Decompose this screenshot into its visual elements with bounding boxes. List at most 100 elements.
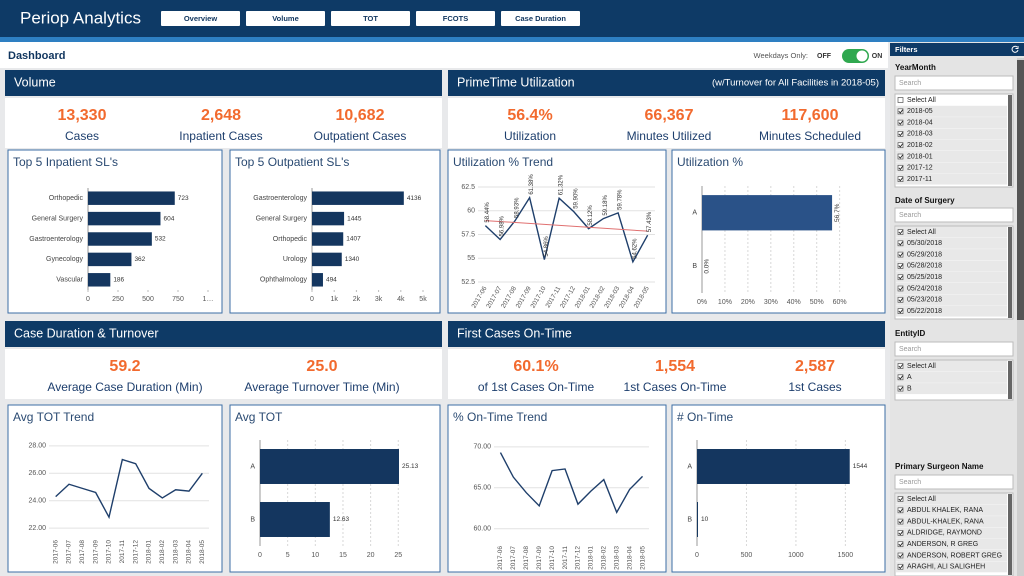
filter-scroll-thumb[interactable] (1017, 60, 1024, 320)
filter-item: A (907, 374, 912, 381)
checkbox[interactable] (897, 108, 904, 115)
nav-button[interactable] (246, 11, 325, 26)
checkbox[interactable] (897, 285, 904, 292)
kpi-value: 13,330 (58, 107, 107, 124)
checkmark (898, 531, 904, 536)
x-tick-label: 2018-05 (639, 546, 646, 570)
chart-title: # On-Time (677, 410, 734, 424)
checkbox[interactable] (897, 308, 904, 314)
row-highlight (896, 360, 1007, 372)
search-box[interactable] (894, 207, 1014, 223)
nav-button[interactable] (161, 11, 240, 26)
kpi-label: Inpatient Cases (179, 129, 262, 143)
checkbox[interactable] (897, 229, 904, 235)
checkbox[interactable] (897, 552, 904, 559)
value-label: 61.32% (559, 174, 565, 195)
kpi-label: 1st Cases On-Time (624, 380, 727, 394)
x-tick-label: 2017-08 (523, 546, 530, 570)
checkbox[interactable] (897, 296, 904, 303)
nav-button[interactable] (331, 11, 410, 26)
x-tick-label: 4k (397, 296, 405, 303)
checkbox[interactable] (897, 176, 904, 182)
checkbox[interactable] (897, 131, 904, 137)
checkbox[interactable] (897, 119, 904, 126)
filter-item: 05/24/2018 (907, 285, 942, 292)
search-placeholder: Search (899, 479, 921, 486)
checkbox[interactable] (897, 142, 904, 149)
checkbox[interactable] (897, 385, 904, 392)
checkbox[interactable] (897, 153, 904, 160)
search-box[interactable] (894, 75, 1014, 91)
checkbox[interactable] (897, 541, 904, 548)
checkbox[interactable] (897, 363, 904, 369)
x-tick-label: 2018-02 (159, 540, 166, 564)
filter-item: 05/28/2018 (907, 263, 942, 270)
value-label: 59.90% (573, 188, 579, 209)
bar (312, 232, 344, 246)
category-label: B (250, 516, 255, 523)
checkmark (898, 252, 904, 257)
bar (312, 211, 345, 226)
category-label: Orthopedic (49, 195, 84, 202)
filter-item: ABDUL KHALEK, RANA (907, 507, 983, 514)
value-label: 723 (178, 195, 189, 202)
x-tick-label: 25 (394, 552, 402, 559)
checkbox[interactable] (897, 374, 904, 381)
x-tick-label: 2017-11 (119, 540, 126, 564)
nav-button[interactable] (501, 11, 580, 26)
bar (697, 502, 698, 537)
x-tick-label: 500 (741, 552, 753, 559)
category-label: A (250, 463, 255, 470)
checkbox[interactable] (897, 518, 904, 525)
x-tick-label: 2017-07 (510, 546, 517, 570)
checkmark (898, 165, 904, 171)
checkbox[interactable] (897, 563, 904, 570)
checkbox[interactable] (897, 274, 904, 281)
filter-item: ABDUL-KHALEK, RANA (907, 518, 984, 525)
x-tick-label: 250 (112, 296, 124, 303)
x-tick-label: 2018-02 (601, 546, 608, 570)
x-tick-label: 2018-04 (626, 546, 633, 570)
x-tick-label: 2018-01 (588, 546, 595, 570)
kpi-value: 56.4% (507, 107, 552, 124)
search-box[interactable] (894, 341, 1014, 357)
checkmark (898, 109, 904, 114)
list-scrollbar (1008, 95, 1012, 186)
row-highlight (896, 516, 1007, 528)
checkmark (898, 375, 904, 380)
nav-button[interactable] (416, 11, 495, 26)
filter-item: 05/22/2018 (907, 308, 942, 315)
checkbox[interactable] (897, 507, 904, 514)
x-tick-label: 2018-04 (186, 540, 193, 564)
section-title: PrimeTime Utilization (457, 75, 575, 89)
checkbox[interactable] (897, 164, 904, 171)
series-line (55, 458, 203, 520)
checkbox[interactable] (897, 530, 904, 536)
bar (88, 211, 161, 226)
checkbox[interactable] (897, 240, 904, 247)
value-label: 186 (113, 277, 124, 284)
x-tick-label: 1k (330, 296, 338, 303)
row-highlight (896, 561, 1007, 573)
filter-item: 2018-05 (907, 108, 933, 115)
checkbox[interactable] (897, 251, 904, 258)
row-highlight (896, 538, 1007, 550)
toggle-on: ON (872, 53, 883, 60)
checkbox[interactable] (897, 496, 904, 502)
checkbox[interactable] (897, 263, 904, 269)
filter-item: 05/30/2018 (907, 240, 942, 247)
search-placeholder: Search (899, 80, 921, 87)
x-tick-label: 5 (286, 552, 290, 559)
y-tick-label: 55 (467, 255, 475, 262)
refresh-icon[interactable] (1011, 45, 1019, 53)
x-tick-label: 1000 (788, 552, 804, 559)
filter-item: Select All (907, 229, 936, 236)
checkbox[interactable] (897, 97, 904, 103)
y-tick-label: 28.00 (28, 443, 46, 450)
filter-item: 05/23/2018 (907, 297, 942, 304)
value-label: 56.7% (834, 203, 841, 222)
search-box[interactable] (894, 474, 1014, 490)
x-tick-label: 2017-06 (52, 540, 59, 564)
y-tick-label: 60.00 (473, 526, 491, 533)
